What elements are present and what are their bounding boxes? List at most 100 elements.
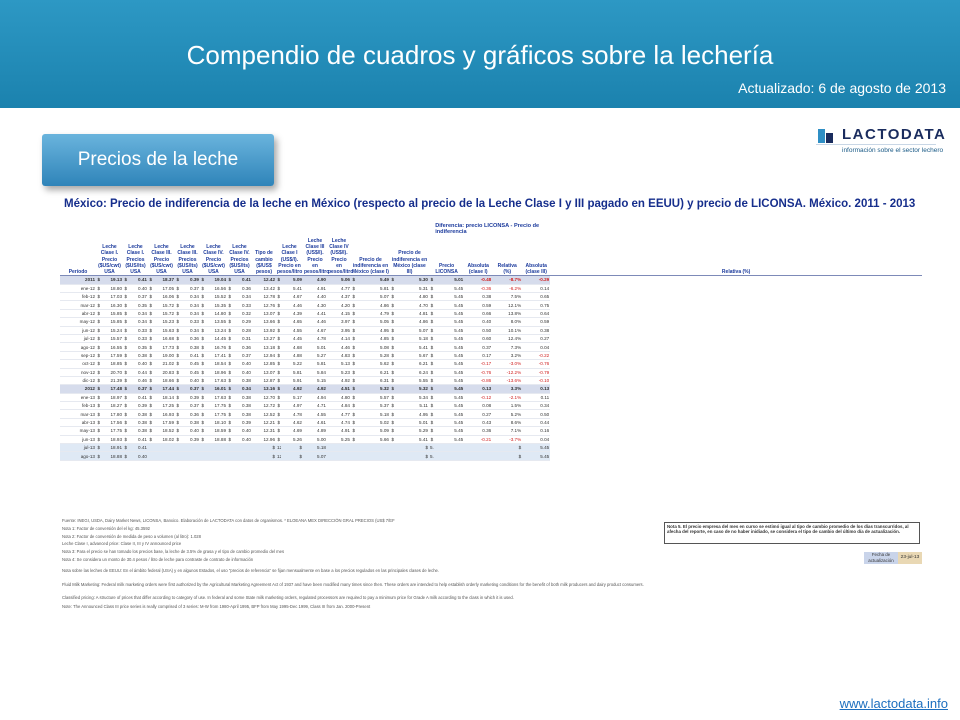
table-cell: $ (200, 368, 205, 377)
note-5-box: Nota 5. El precio empresa del mes en cur… (664, 522, 920, 544)
table-cell (205, 443, 227, 453)
table-cell: $ (123, 292, 128, 302)
table-cell: $ (276, 275, 281, 285)
table-cell: 13.42 (252, 284, 276, 294)
note-1: Nota 1: Factor de conversión del el kg: … (62, 525, 150, 531)
table-cell: 5.32 (356, 384, 390, 394)
table-cell: $ (148, 317, 153, 327)
table-cell: $ (351, 275, 356, 285)
table-cell: $ (96, 426, 101, 436)
table-cell: $ (429, 401, 435, 411)
table-cell (153, 451, 175, 461)
table-cell: 13.18 (252, 342, 276, 352)
table-cell: $ (276, 309, 281, 319)
lactodata-logo: LACTODATA información sobre el sector le… (808, 125, 945, 165)
table-cell: $ (148, 351, 153, 361)
table-cell (390, 451, 395, 461)
table-cell: $ (227, 309, 232, 319)
column-header: Leche Clase I. Precios ($US/lts) USA (123, 238, 148, 277)
table-cell: $ (492, 443, 523, 453)
table-cell: 0.40 (232, 359, 252, 369)
table-cell: 16.55 (101, 342, 123, 352)
column-header: Relativa (%) (492, 238, 523, 277)
table-cell: $ (351, 435, 356, 445)
table-cell: 18.80 (101, 284, 123, 294)
table-cell: 0.11 (522, 393, 551, 403)
column-header: Leche Clase III. Precios ($US/lts) USA (175, 238, 200, 277)
table-cell: $ (96, 418, 101, 428)
table-cell: $ (175, 384, 180, 394)
table-cell: $ (227, 401, 232, 411)
table-cell: 0.40 (232, 426, 252, 436)
website-link[interactable]: www.lactodata.info (839, 696, 948, 711)
table-cell: -0.48 (464, 275, 493, 285)
table-cell: $ (276, 376, 281, 386)
table-cell: 4.74 (327, 418, 351, 428)
table-title: México: Precio de indiferencia de la lec… (64, 198, 916, 210)
table-cell: 0.37 (180, 384, 200, 394)
row-period: abr-13 (60, 418, 96, 428)
table-cell: 17.56 (101, 418, 123, 428)
table-cell: $ (123, 284, 128, 294)
table-cell: 4.65 (281, 317, 303, 327)
table-cell: $ (429, 384, 435, 394)
table-cell: 0.14 (522, 284, 551, 294)
table-cell: $ (429, 359, 435, 369)
table-cell: 18.85 (101, 359, 123, 369)
column-header: Precio de indiferencia en México (clase … (351, 238, 390, 277)
table-cell: 19.00 (153, 351, 175, 361)
table-cell: $ (148, 309, 153, 319)
row-period: jun-12 (60, 326, 96, 335)
table-cell: $ (200, 409, 205, 419)
table-cell: 0.50 (522, 409, 551, 419)
table-cell: $ (175, 401, 180, 411)
table-cell (200, 451, 205, 461)
table-cell: $ (200, 284, 205, 294)
table-cell: $ (227, 393, 232, 403)
table-cell: 0.39 (180, 393, 200, 403)
table-cell: 12.70 (252, 393, 276, 403)
table-cell: $ (276, 426, 281, 436)
row-period: mar-13 (60, 409, 96, 419)
table-cell: $ (123, 376, 128, 386)
column-header: Absoluta (clase I) (464, 238, 493, 277)
table-cell: $ (276, 317, 281, 327)
table-cell: 4.92 (327, 376, 351, 386)
table-cell: $ (200, 359, 205, 369)
table-cell: $ (227, 342, 232, 352)
table-cell: 5.55 (395, 376, 429, 386)
table-cell: 13.66 (252, 317, 276, 327)
table-cell: 0.41 (128, 393, 148, 403)
section-tab[interactable]: Precios de la leche (42, 134, 274, 186)
table-cell: 5.81 (281, 368, 303, 377)
notes-section: Fuente: INEGI, USDA, Dairy Market News, … (62, 518, 922, 612)
table-cell: $ (390, 401, 395, 411)
table-cell: 0.38 (464, 292, 493, 302)
table-cell: 17.41 (205, 351, 227, 361)
table-cell: 5.66 (356, 435, 390, 445)
table-cell: $ (123, 409, 128, 419)
table-cell: 5.01 (395, 418, 429, 428)
table-cell: 4.84 (327, 401, 351, 411)
table-cell: $ (351, 300, 356, 310)
table-cell: $ (96, 359, 101, 369)
table-cell: $ (429, 317, 435, 327)
table-cell: 0.41 (232, 275, 252, 285)
table-row: ago-13$18.88$0.40$12.81$5.07$5.47$5.45 (60, 451, 922, 461)
logo-tagline: información sobre el sector lechero (842, 147, 944, 154)
table-cell: 12.21 (252, 418, 276, 428)
table-cell: $ (175, 426, 180, 436)
table-cell: 17.73 (153, 342, 175, 352)
table-cell: 5.09 (281, 275, 303, 285)
table-cell: 15.72 (153, 300, 175, 310)
table-cell: 0.34 (180, 326, 200, 335)
table-cell: 4.30 (303, 300, 327, 310)
table-cell: $ (96, 376, 101, 386)
table-cell: 0.40 (232, 368, 252, 377)
table-cell: $ (200, 326, 205, 335)
table-cell: 5.18 (395, 334, 429, 344)
section-tab-label: Precios de la leche (77, 149, 239, 170)
table-cell: $ (390, 393, 395, 403)
table-cell: 13.55 (205, 317, 227, 327)
table-cell: $ (390, 368, 395, 377)
